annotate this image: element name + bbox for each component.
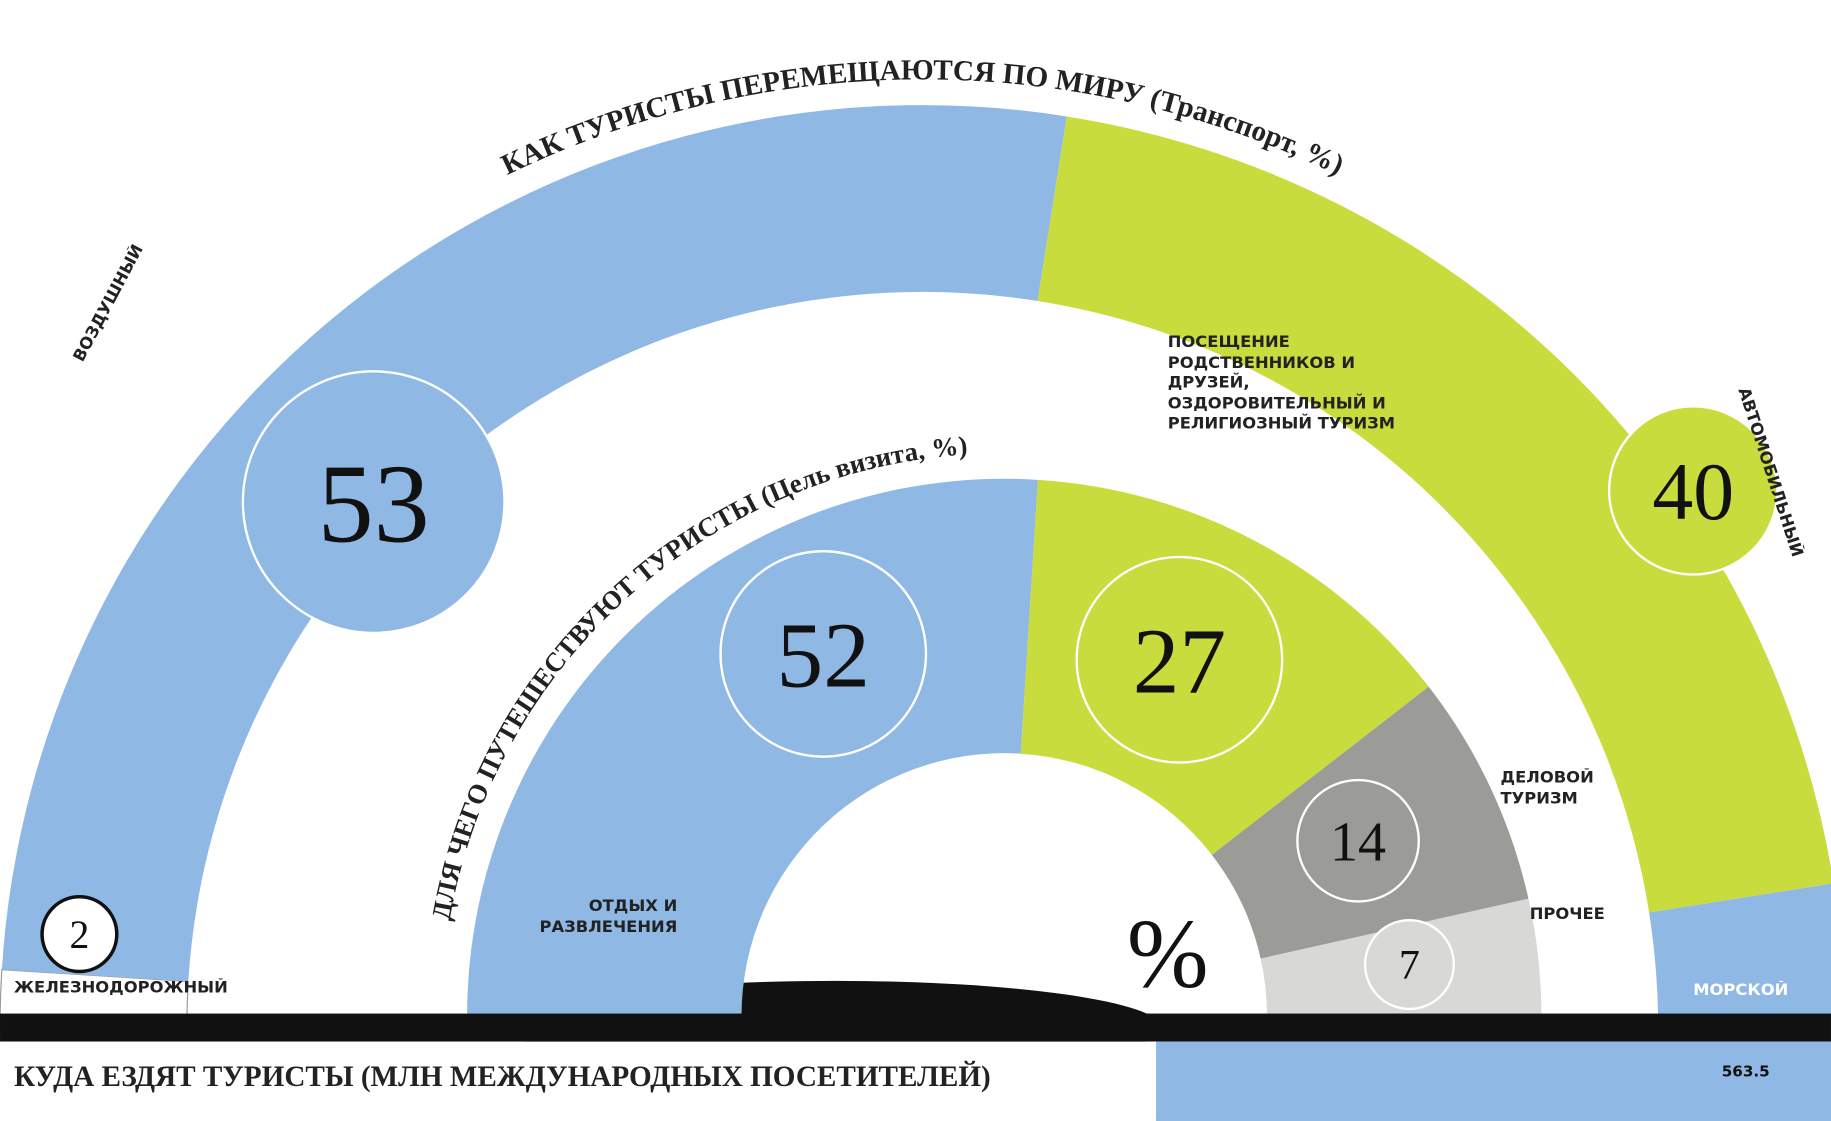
- category-label: ПРОЧЕЕ: [1529, 904, 1605, 924]
- footer-band: [1156, 1041, 1831, 1121]
- value-label: 52: [777, 605, 870, 708]
- footer-value: 563.5: [1722, 1063, 1770, 1081]
- value-circle: [719, 549, 928, 758]
- value-circle: [1607, 405, 1779, 576]
- value-circle: [1075, 555, 1284, 764]
- content: 2 53 40 ЖЕЛЕЗНОДОРОЖНЫЙ ВОЗДУШНЫЙ АВТОМОБИЛЬН…: [0, 54, 1831, 1121]
- value-label: 53: [318, 442, 430, 566]
- category-label-box: ДЕЛОВОЙ ТУРИЗМ: [1500, 768, 1594, 808]
- footer-title: КУДА ЕЗДЯТ ТУРИСТЫ (МЛН МЕЖДУНАРОДНЫХ ПО…: [14, 1060, 991, 1093]
- segment: [1649, 883, 1831, 1028]
- category-label-box: ПОСЕЩЕНИЕ РОДСТВЕННИКОВ И ДРУЗЕЙ, ОЗДОРО…: [1167, 332, 1396, 434]
- category-label: МОРСКОЙ: [1693, 980, 1789, 1000]
- value-label: 2: [69, 913, 89, 957]
- category-label: ДЕЛОВОЙ ТУРИЗМ: [1500, 768, 1594, 808]
- value-label: 7: [1399, 943, 1420, 989]
- value-circle: [40, 895, 119, 974]
- category-label: ПОСЕЩЕНИЕ РОДСТВЕННИКОВ И ДРУЗЕЙ, ОЗДОРО…: [1167, 332, 1396, 434]
- value-circle: [1363, 918, 1455, 1011]
- segment: [1, 105, 1067, 982]
- category-label: ВОЗДУШНЫЙ: [70, 241, 148, 365]
- category-label-box: ЖЕЛЕЗНОДОРОЖНЫЙ: [14, 978, 228, 998]
- category-label-box: МОРСКОЙ: [1693, 980, 1789, 1000]
- ground-line: [0, 1013, 1831, 1042]
- category-label-box: ПРОЧЕЕ: [1529, 904, 1605, 924]
- value-circle: [241, 370, 506, 635]
- segment: [1037, 116, 1831, 913]
- percent-sign: %: [1127, 901, 1209, 1009]
- value-label: 40: [1652, 446, 1734, 537]
- category-label-box: ОТДЫХ И РАЗВЛЕЧЕНИЯ: [539, 896, 678, 936]
- value-circle: [1296, 778, 1420, 903]
- category-label: ОТДЫХ И РАЗВЛЕЧЕНИЯ: [539, 896, 678, 936]
- value-label: 14: [1330, 811, 1386, 873]
- category-label: ЖЕЛЕЗНОДОРОЖНЫЙ: [14, 978, 228, 998]
- footer-box: [0, 1041, 1157, 1112]
- category-label: АВТОМОБИЛЬНЫЙ: [1733, 385, 1807, 560]
- value-label: 27: [1133, 610, 1226, 713]
